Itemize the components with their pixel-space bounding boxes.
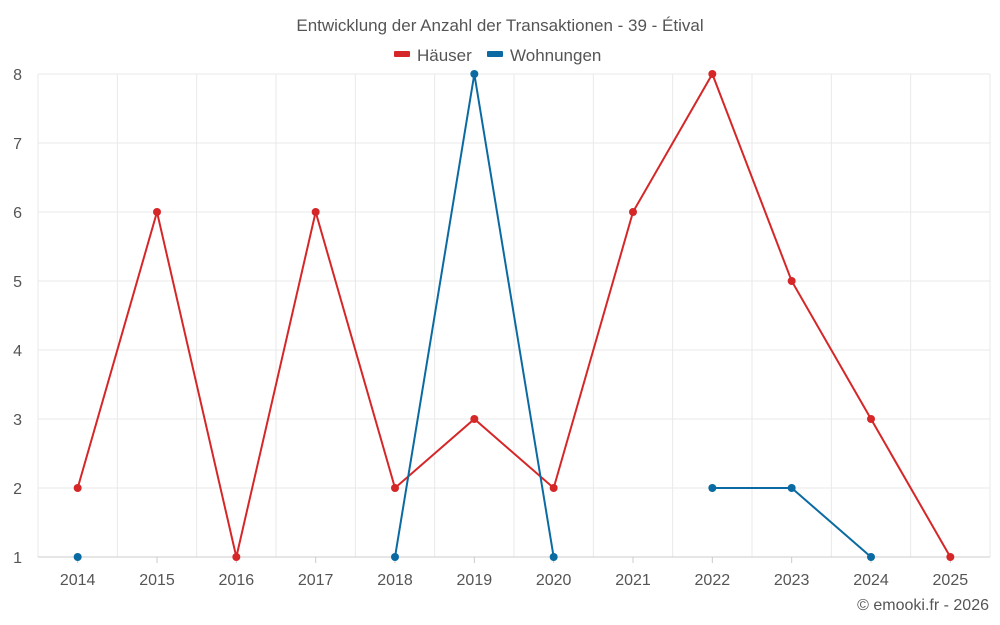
- x-tick-label: 2019: [457, 572, 493, 589]
- y-tick-label: 3: [13, 412, 22, 429]
- data-point-wohnungen-2020[interactable]: [549, 553, 558, 561]
- data-point-wohnungen-2024[interactable]: [867, 553, 875, 561]
- x-tick-label: 2017: [298, 572, 334, 589]
- y-tick-label: 7: [13, 136, 22, 153]
- x-tick-label: 2014: [60, 572, 96, 589]
- data-point-haeuser-2015[interactable]: [153, 208, 161, 216]
- y-tick-label: 1: [13, 550, 22, 567]
- data-point-haeuser-2021[interactable]: [629, 208, 637, 216]
- data-point-haeuser-2017[interactable]: [311, 208, 320, 216]
- data-point-haeuser-2016[interactable]: [232, 553, 241, 561]
- legend-swatch-haeuser: [394, 51, 410, 57]
- x-tick-label: 2020: [536, 572, 572, 589]
- series-wohnungen: [73, 70, 875, 561]
- data-point-wohnungen-2022[interactable]: [708, 484, 717, 492]
- y-tick-label: 4: [13, 343, 22, 360]
- data-point-haeuser-2014[interactable]: [73, 484, 82, 492]
- legend-label-wohnungen: Wohnungen: [510, 46, 601, 65]
- series-line-wohnungen: [394, 73, 555, 558]
- legend-label-haeuser: Häuser: [417, 46, 472, 65]
- series-layer: [73, 70, 955, 561]
- legend-item-wohnungen[interactable]: Wohnungen: [487, 46, 601, 65]
- credit-text: © emooki.fr - 2026: [857, 597, 989, 614]
- x-tick-label: 2025: [933, 572, 969, 589]
- data-point-haeuser-2024[interactable]: [867, 415, 875, 423]
- x-tick-label: 2023: [774, 572, 810, 589]
- x-tick-label: 2018: [377, 572, 413, 589]
- series-line-haeuser: [76, 71, 952, 558]
- x-tick-label: 2021: [615, 572, 651, 589]
- data-point-haeuser-2019[interactable]: [470, 415, 479, 423]
- data-point-haeuser-2020[interactable]: [549, 484, 558, 492]
- chart-title: Entwicklung der Anzahl der Transaktionen…: [296, 16, 703, 35]
- series-line-wohnungen: [712, 487, 872, 558]
- legend[interactable]: Häuser Wohnungen: [394, 46, 601, 65]
- x-tick-label: 2015: [139, 572, 175, 589]
- y-tick-label: 8: [13, 67, 22, 84]
- data-point-haeuser-2023[interactable]: [787, 277, 796, 285]
- data-point-wohnungen-2019[interactable]: [470, 70, 479, 78]
- y-tick-label: 5: [13, 274, 22, 291]
- data-point-wohnungen-2014[interactable]: [73, 553, 82, 561]
- legend-swatch-wohnungen: [487, 51, 503, 57]
- data-point-wohnungen-2023[interactable]: [787, 484, 796, 492]
- y-tick-label: 2: [13, 481, 22, 498]
- x-tick-label: 2022: [695, 572, 731, 589]
- data-point-haeuser-2018[interactable]: [391, 484, 399, 492]
- axes: 1 2 3 4 5 6 7 8 2014 2015 2016 2017 2018 2019 2020 2021…: [13, 67, 990, 589]
- x-tick-label: 2024: [853, 572, 889, 589]
- series-haeuser: [73, 70, 955, 561]
- data-point-haeuser-2022[interactable]: [708, 70, 717, 78]
- y-tick-label: 6: [13, 205, 22, 222]
- legend-item-haeuser[interactable]: Häuser: [394, 46, 472, 65]
- data-point-haeuser-2025[interactable]: [946, 553, 955, 561]
- x-tick-label: 2016: [219, 572, 255, 589]
- data-point-wohnungen-2018[interactable]: [391, 553, 399, 561]
